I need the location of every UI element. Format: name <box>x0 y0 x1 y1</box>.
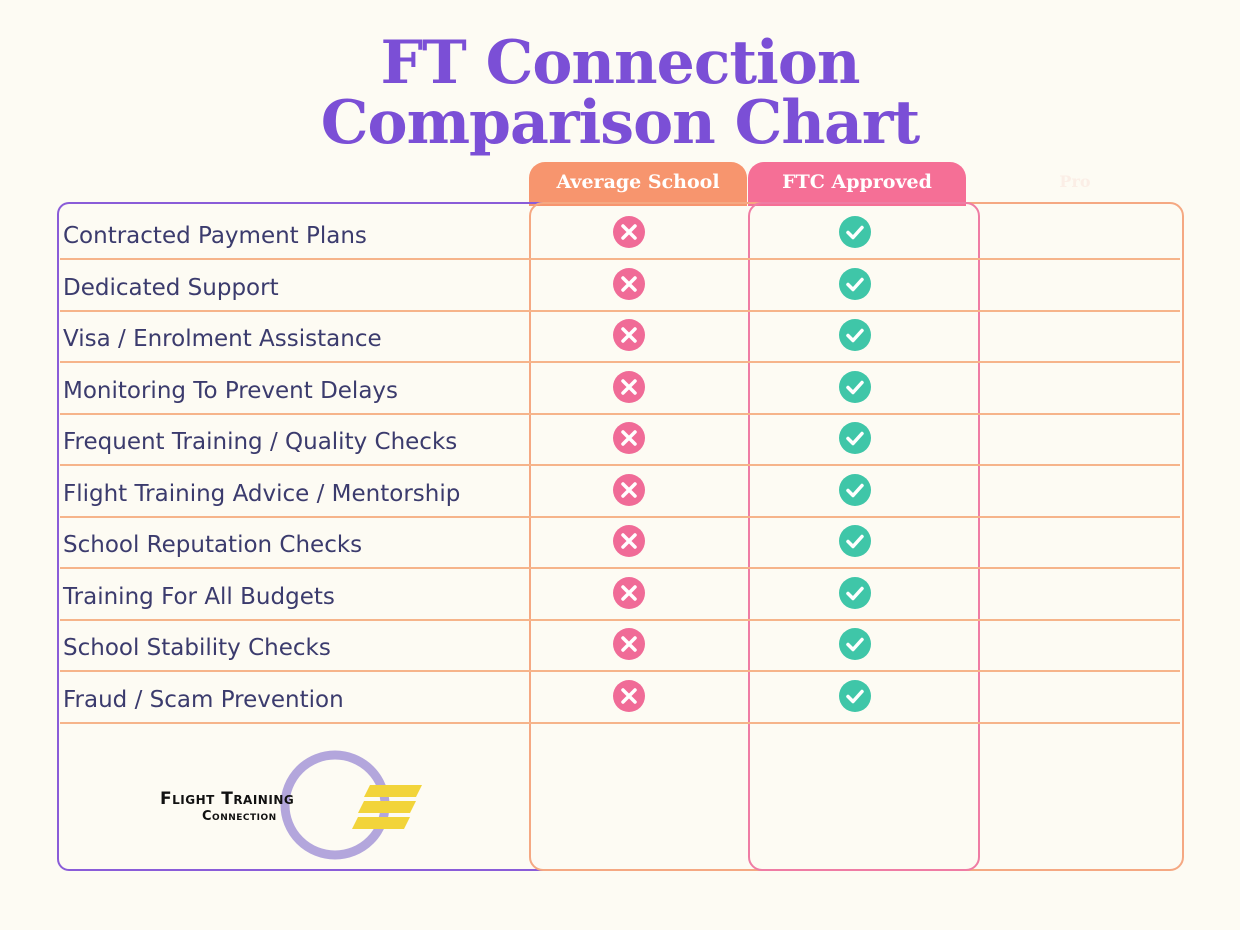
close-circle-icon <box>613 525 645 557</box>
row-divider <box>60 670 1180 672</box>
check-circle-icon <box>839 473 871 506</box>
close-circle-icon <box>613 267 645 300</box>
row-divider <box>60 412 1180 415</box>
check-circle-icon <box>839 679 871 712</box>
row-label: Dedicated Support <box>63 274 279 301</box>
row-divider <box>60 618 1180 621</box>
page-title-line2: Comparison Chart <box>320 88 920 158</box>
row-divider <box>60 567 1180 569</box>
row-divider <box>60 721 1180 724</box>
row-label: Fraud / Scam Prevention <box>63 686 344 713</box>
row-label: Frequent Training / Quality Checks <box>63 429 458 455</box>
check-circle-icon <box>839 216 871 248</box>
row-divider <box>60 258 1180 260</box>
row-label: Visa / Enrolment Assistance <box>63 326 382 352</box>
row-divider <box>60 361 1180 363</box>
check-circle-icon <box>839 267 871 300</box>
close-circle-icon <box>613 216 645 248</box>
row-label: Monitoring To Prevent Delays <box>63 377 399 404</box>
row-label: School Reputation Checks <box>63 532 363 558</box>
close-circle-icon <box>613 370 645 403</box>
close-circle-icon <box>613 319 645 351</box>
row-label: Training For All Budgets <box>63 583 335 610</box>
close-circle-icon <box>613 679 645 712</box>
check-circle-icon <box>839 370 871 403</box>
row-divider <box>60 464 1180 466</box>
logo-text-line2: Connection <box>202 809 277 824</box>
logo-ring-icon <box>280 750 422 860</box>
close-circle-icon <box>613 422 645 454</box>
check-circle-icon <box>839 319 871 351</box>
column-header-ftc-approved: FTC Approved <box>748 162 966 206</box>
ftc-column-panel <box>748 202 980 871</box>
row-label: Contracted Payment Plans <box>63 223 367 249</box>
close-circle-icon <box>613 576 645 609</box>
row-divider <box>60 515 1180 518</box>
check-circle-icon <box>839 628 871 660</box>
close-circle-icon <box>613 628 645 660</box>
check-circle-icon <box>839 422 871 454</box>
check-circle-icon <box>839 576 871 609</box>
row-label: Flight Training Advice / Mentorship <box>63 480 461 507</box>
column-header-average-school: Average School <box>529 162 747 206</box>
features-panel <box>57 202 557 871</box>
row-label: School Stability Checks <box>63 635 331 661</box>
page-title-line1: FT Connection <box>380 28 860 98</box>
check-circle-icon <box>839 525 871 557</box>
close-circle-icon <box>613 473 645 506</box>
column-header-third: Pro <box>1059 172 1091 191</box>
row-divider <box>60 309 1180 312</box>
logo-text-line1: Flight Training <box>160 789 295 809</box>
flight-training-connection-logo: Flight Training Connection <box>150 745 440 865</box>
